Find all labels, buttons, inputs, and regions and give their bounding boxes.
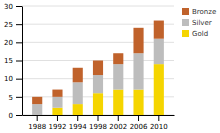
bar (113, 53, 123, 64)
tick-mark (16, 79, 22, 80)
tick-label: 1992 (49, 123, 67, 131)
bar (154, 64, 164, 115)
legend-swatch (182, 30, 189, 37)
tick-label: 1998 (89, 123, 107, 131)
tick-mark (16, 61, 22, 62)
bar (52, 108, 62, 115)
tick-mark (16, 24, 22, 25)
bar (133, 28, 143, 53)
x-axis: 1988199219941998200220062010 (23, 115, 175, 131)
tick-label: 10 (4, 75, 13, 83)
legend-item: Gold (182, 30, 208, 38)
tick-label: 2006 (130, 123, 148, 131)
bar (32, 97, 42, 104)
tick: 10 (4, 75, 22, 83)
bar (93, 75, 103, 93)
bar (93, 93, 103, 115)
tick: 2006 (130, 115, 148, 131)
tick-label: 0 (9, 112, 13, 120)
tick-mark (118, 115, 119, 121)
bar (73, 68, 83, 83)
tick-mark (77, 115, 78, 121)
tick: 30 (4, 3, 22, 11)
tick: 0 (9, 112, 22, 120)
grid-line (22, 42, 174, 43)
tick-mark (16, 42, 22, 43)
legend-swatch (182, 19, 189, 26)
tick-mark (16, 115, 22, 116)
legend-label: Gold (192, 30, 208, 38)
y-axis: 0 5 10 15 20 25 30 (4, 3, 22, 120)
series (32, 39, 164, 115)
tick: 2002 (109, 115, 127, 131)
legend-label: Silver (192, 19, 212, 27)
tick: 2010 (150, 115, 168, 131)
tick-mark (16, 97, 22, 98)
bar (32, 104, 42, 115)
tick-mark (138, 115, 139, 121)
tick-label: 1988 (28, 123, 46, 131)
bar (52, 90, 62, 97)
legend-swatch (182, 8, 189, 15)
bar (93, 61, 103, 76)
legend-item: Bronze (182, 8, 216, 16)
series (52, 64, 163, 115)
legend-label: Bronze (192, 8, 216, 16)
series (32, 21, 164, 105)
tick-label: 2002 (109, 123, 127, 131)
tick-label: 30 (4, 3, 13, 11)
tick: 25 (4, 21, 22, 29)
tick: 5 (9, 94, 22, 102)
bar (133, 53, 143, 89)
tick: 15 (4, 57, 22, 65)
bar (113, 90, 123, 115)
grid-line (22, 24, 174, 25)
tick-mark (16, 6, 22, 7)
tick-label: 2010 (150, 123, 168, 131)
bar (113, 64, 123, 89)
tick: 1992 (49, 115, 67, 131)
plot: 0 5 10 15 20 25 30 1988199219941998200220062010 (4, 3, 174, 131)
legend: Bronze Silver Gold (182, 8, 216, 38)
tick: 1994 (69, 115, 87, 131)
bar (52, 97, 62, 108)
tick-label: 25 (4, 21, 13, 29)
bar (154, 21, 164, 39)
bar (73, 104, 83, 115)
chart: 0 5 10 15 20 25 30 1988199219941998200220062010… (0, 0, 220, 133)
grid-line (22, 6, 174, 7)
tick: 1998 (89, 115, 107, 131)
tick-label: 5 (9, 94, 13, 102)
bars (32, 21, 164, 115)
grid (22, 6, 174, 115)
tick: 20 (4, 39, 22, 47)
tick-mark (57, 115, 58, 121)
tick: 1988 (28, 115, 46, 131)
bar (73, 82, 83, 104)
axis-line (22, 7, 23, 116)
tick-label: 1994 (69, 123, 87, 131)
tick-mark (37, 115, 38, 121)
tick-mark (98, 115, 99, 121)
legend-item: Silver (182, 19, 212, 27)
tick-label: 15 (4, 57, 13, 65)
bar (133, 90, 143, 115)
tick-label: 20 (4, 39, 13, 47)
bar (154, 39, 164, 64)
tick-mark (158, 115, 159, 121)
